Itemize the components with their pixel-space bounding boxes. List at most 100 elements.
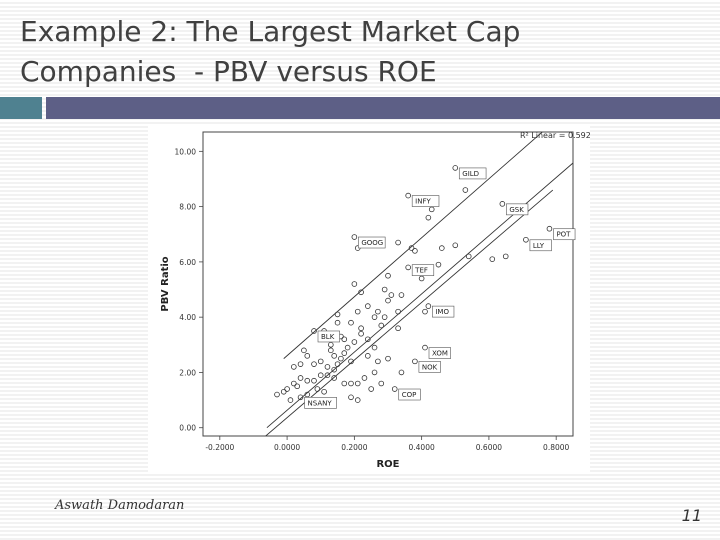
data-point <box>348 358 354 365</box>
data-point <box>348 394 354 401</box>
data-point <box>304 377 311 384</box>
x-tick-label: 0.0000 <box>274 443 300 452</box>
data-point <box>371 314 378 320</box>
data-point <box>341 350 348 356</box>
data-point <box>331 353 337 359</box>
data-point <box>405 192 411 199</box>
data-point <box>408 245 415 251</box>
data-point <box>291 364 297 370</box>
data-point <box>385 355 391 362</box>
data-point <box>328 347 334 354</box>
x-axis-ticks: -0.2000 0.0000 0.2000 0.4000 0.6000 0.8000 <box>205 436 570 452</box>
slide-title: Example 2: The Largest Market Cap Compan… <box>20 12 710 92</box>
data-point <box>334 311 341 318</box>
point-labels: GILD INFY GSK POT LLY GOOG TEF IMO BLK XOM NOK COP N… <box>304 167 576 409</box>
point-label-box <box>529 239 552 252</box>
data-point <box>425 214 432 221</box>
point-label-box <box>317 330 340 343</box>
data-point <box>304 353 311 359</box>
point-label-box <box>358 236 386 249</box>
point-label: BLK <box>321 333 335 341</box>
point-label-box <box>304 397 337 409</box>
scatter-chart: GILD INFY GSK POT LLY GOOG TEF IMO BLK XOM NOK COP N… <box>160 131 591 470</box>
legend-r-squared: R² Linear = 0.592 <box>520 131 590 140</box>
data-point <box>388 292 395 298</box>
y-tick-label: 8.00 <box>179 203 196 212</box>
data-point <box>395 325 401 332</box>
data-point <box>324 372 331 379</box>
data-point <box>328 342 334 348</box>
data-point <box>422 308 428 315</box>
point-label: GSK <box>509 206 524 214</box>
fit-lines <box>264 132 573 436</box>
slide-title-line-1: Example 2: The Largest Market Cap <box>20 15 521 48</box>
y-axis-label: PBV Ratio <box>160 256 171 311</box>
data-point <box>381 314 388 320</box>
data-point <box>361 375 368 381</box>
fit-line <box>266 162 573 429</box>
data-point <box>334 319 341 326</box>
x-tick-label: -0.2000 <box>205 443 234 452</box>
point-label-box <box>553 228 576 241</box>
data-point <box>398 292 405 298</box>
point-label-box <box>398 388 421 401</box>
data-points <box>274 165 553 403</box>
data-point <box>334 361 341 367</box>
point-label: GILD <box>462 170 479 178</box>
data-point <box>428 206 435 213</box>
data-point <box>297 375 304 381</box>
data-point <box>378 380 385 387</box>
y-tick-label: 10.00 <box>175 147 197 156</box>
data-point <box>301 347 307 354</box>
y-axis-ticks: 0.00 2.00 4.00 6.00 8.00 10.00 <box>175 147 203 433</box>
point-label-box <box>506 203 529 216</box>
data-point <box>358 325 364 332</box>
data-point <box>452 165 459 171</box>
data-point <box>365 303 371 309</box>
fit-line <box>283 132 543 359</box>
data-point <box>331 366 337 373</box>
data-point <box>439 245 445 251</box>
point-label-box <box>418 361 441 373</box>
data-point <box>341 336 348 343</box>
data-point <box>314 386 321 392</box>
data-point <box>338 355 344 362</box>
data-point <box>317 358 324 365</box>
data-point <box>294 383 300 390</box>
data-point <box>354 380 361 387</box>
data-point <box>391 386 398 392</box>
data-point <box>395 308 401 315</box>
x-tick-label: 0.2000 <box>341 443 367 452</box>
point-label: COP <box>402 391 417 399</box>
point-label-box <box>411 195 440 207</box>
data-point <box>398 369 405 376</box>
point-label: NSANY <box>308 399 333 407</box>
data-point <box>365 336 371 343</box>
point-label: GOOG <box>361 239 383 247</box>
data-point <box>465 253 472 260</box>
point-label: TEF <box>414 267 428 275</box>
data-point <box>351 234 358 240</box>
data-point <box>385 272 391 279</box>
point-label: LLY <box>533 242 545 250</box>
data-point <box>274 391 280 398</box>
data-point <box>368 386 374 392</box>
data-point <box>311 377 317 384</box>
slide-title-line-2: Companies - PBV versus ROE <box>20 55 437 88</box>
data-point <box>331 375 337 381</box>
fit-line <box>264 189 554 436</box>
point-label: POT <box>556 231 571 239</box>
data-point <box>304 391 311 398</box>
plot-area <box>202 131 574 437</box>
data-point <box>412 248 418 254</box>
data-point <box>297 394 304 401</box>
data-point <box>378 322 385 329</box>
data-point <box>344 344 351 351</box>
accent-bar-right <box>46 97 720 119</box>
data-point <box>284 386 290 392</box>
data-point <box>321 388 327 395</box>
data-point <box>358 330 364 337</box>
data-point <box>418 275 425 282</box>
point-label: INFY <box>415 198 431 206</box>
data-point <box>297 361 304 367</box>
